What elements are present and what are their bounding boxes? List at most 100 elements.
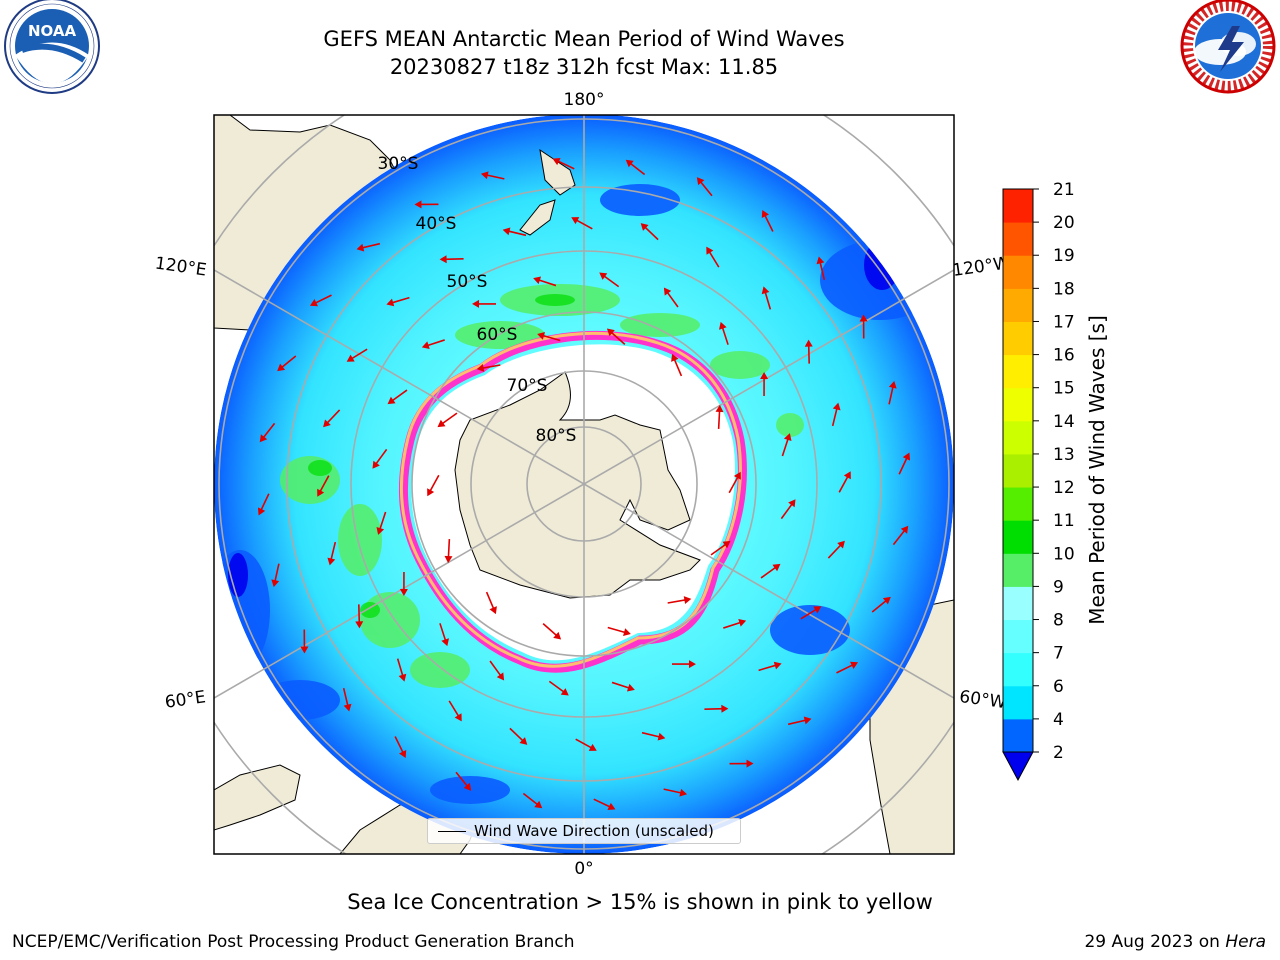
wave-arrow-shaft	[898, 455, 909, 475]
wave-arrow-head	[376, 526, 385, 535]
wave-arrow-shaft	[593, 798, 613, 809]
wave-arrow-head	[588, 743, 597, 751]
colorbar-tick-label: 17	[1053, 312, 1075, 332]
wave-arrow-shaft	[574, 218, 593, 230]
wave-arrow-head	[607, 802, 616, 811]
colorbar-segment	[1003, 652, 1033, 687]
wave-arrow-head	[772, 563, 781, 572]
wave-arrow-shaft	[717, 408, 721, 429]
wave-arrow-head	[309, 299, 319, 307]
lon-label-60w: 60°W	[958, 687, 1007, 713]
wave-arrow-shaft	[390, 389, 408, 403]
wave-arrow-shaft	[602, 274, 620, 288]
wave-arrow-shaft	[807, 343, 810, 364]
wave-arrow-head	[902, 452, 911, 461]
wave-arrow-shaft	[447, 539, 451, 560]
wave-arrow-head	[257, 507, 266, 516]
wave-arrow-shaft	[506, 229, 527, 237]
wave-arrow-shaft	[325, 409, 341, 425]
wave-arrow-head	[346, 354, 355, 362]
wave-arrow-head	[761, 209, 769, 219]
wave-arrow-head	[832, 402, 841, 411]
lat-label-50s: 50°S	[447, 272, 488, 292]
wave-arrow-head	[398, 673, 407, 682]
wave-arrow-head	[746, 759, 754, 768]
wave-arrow-head	[534, 800, 543, 809]
wave-arrow-shaft	[448, 700, 461, 719]
wave-arrow-head	[560, 688, 569, 696]
wave-arrow-shaft	[378, 511, 387, 532]
wave-arrow-head	[277, 363, 286, 372]
colorbar-label: Mean Period of Wind Waves [s]	[1085, 315, 1109, 625]
wave-arrow-head	[738, 619, 747, 627]
colorbar-segment	[1003, 487, 1033, 521]
wave-arrow-shaft	[728, 474, 740, 494]
wave-arrow-head	[719, 321, 727, 330]
colorbar-segment	[1003, 553, 1033, 587]
wave-arrow-head	[761, 286, 770, 295]
colorbar-tick-label: 12	[1053, 478, 1075, 498]
wave-arrow-head	[663, 287, 672, 296]
noaa-logo-text: NOAA	[28, 22, 77, 40]
wave-arrow-head	[722, 540, 731, 549]
wave-arrow-head	[599, 272, 608, 280]
wave-arrow-shaft	[628, 161, 646, 176]
wave-arrow-head	[837, 540, 845, 549]
wave-arrow-shaft	[329, 541, 337, 562]
wave-arrow-shaft	[540, 334, 561, 342]
wave-arrow-head	[427, 488, 435, 497]
lon-label-0: 0°	[574, 859, 593, 879]
wave-arrow-shaft	[698, 179, 713, 197]
wave-arrow-shaft	[428, 474, 440, 494]
wave-arrow-head	[387, 396, 396, 405]
wave-arrow-shaft	[723, 621, 743, 629]
colorbar-tick-label: 20	[1053, 213, 1075, 233]
wave-arrow-head	[454, 713, 462, 722]
wave-arrow-shaft	[611, 681, 632, 690]
colorbar-segment	[1003, 420, 1033, 455]
wave-arrow-head	[606, 328, 615, 337]
wave-arrow-shaft	[871, 598, 889, 613]
credit-machine: Hera	[1225, 932, 1266, 952]
legend-label: Wind Wave Direction (unscaled)	[474, 822, 714, 840]
wave-arrow-head	[496, 672, 505, 681]
colorbar-tick-label: 2	[1053, 743, 1064, 763]
sea-ice-edge	[399, 331, 742, 668]
lat-label-80s: 80°S	[536, 426, 577, 446]
lon-label-60e: 60°E	[164, 687, 207, 712]
wave-arrow-shaft	[358, 604, 361, 625]
wave-arrow-head	[671, 353, 679, 362]
wave-arrow-head	[553, 631, 562, 640]
wave-arrow-head	[323, 419, 331, 428]
wave-arrow-head	[626, 683, 635, 692]
colorbar-tick-label: 10	[1053, 544, 1075, 564]
wave-arrow-head	[625, 159, 634, 168]
wave-arrow-shaft	[643, 225, 659, 241]
plot-title: GEFS MEAN Antarctic Mean Period of Wind …	[323, 27, 845, 51]
wave-arrow-shaft	[667, 598, 688, 604]
colorbar-tick-label: 13	[1053, 445, 1075, 465]
wave-arrow-head	[623, 628, 631, 636]
colorbar-segment	[1003, 387, 1033, 422]
wave-arrow-head	[679, 788, 688, 797]
wave-arrow-head	[859, 314, 868, 322]
colorbar: 2 4 6 7 8 9 10 11 12 13 14 15 16 17 18 19 20 21	[1002, 180, 1075, 782]
wave-arrow-head	[552, 157, 561, 166]
wave-arrow-head	[463, 782, 472, 791]
wave-arrow-head	[533, 276, 542, 285]
colorbar-tick-label: 9	[1053, 577, 1064, 597]
credit-date: 29 Aug 2023 on Hera	[1084, 932, 1266, 952]
wave-arrow-head	[472, 299, 480, 308]
wave-arrow-head	[688, 660, 696, 669]
colorbar-tick-label: 7	[1053, 644, 1064, 664]
wave-arrow-shaft	[313, 294, 332, 305]
wave-arrow-shaft	[710, 542, 728, 556]
lon-label-120e: 120°E	[154, 254, 208, 281]
wave-arrow-head	[444, 555, 453, 564]
graticule	[214, 115, 954, 854]
wave-arrow-head	[843, 471, 851, 480]
wave-arrow-head	[300, 646, 309, 654]
period-10-11-regions	[308, 294, 575, 618]
wave-arrow-shaft	[485, 591, 496, 611]
